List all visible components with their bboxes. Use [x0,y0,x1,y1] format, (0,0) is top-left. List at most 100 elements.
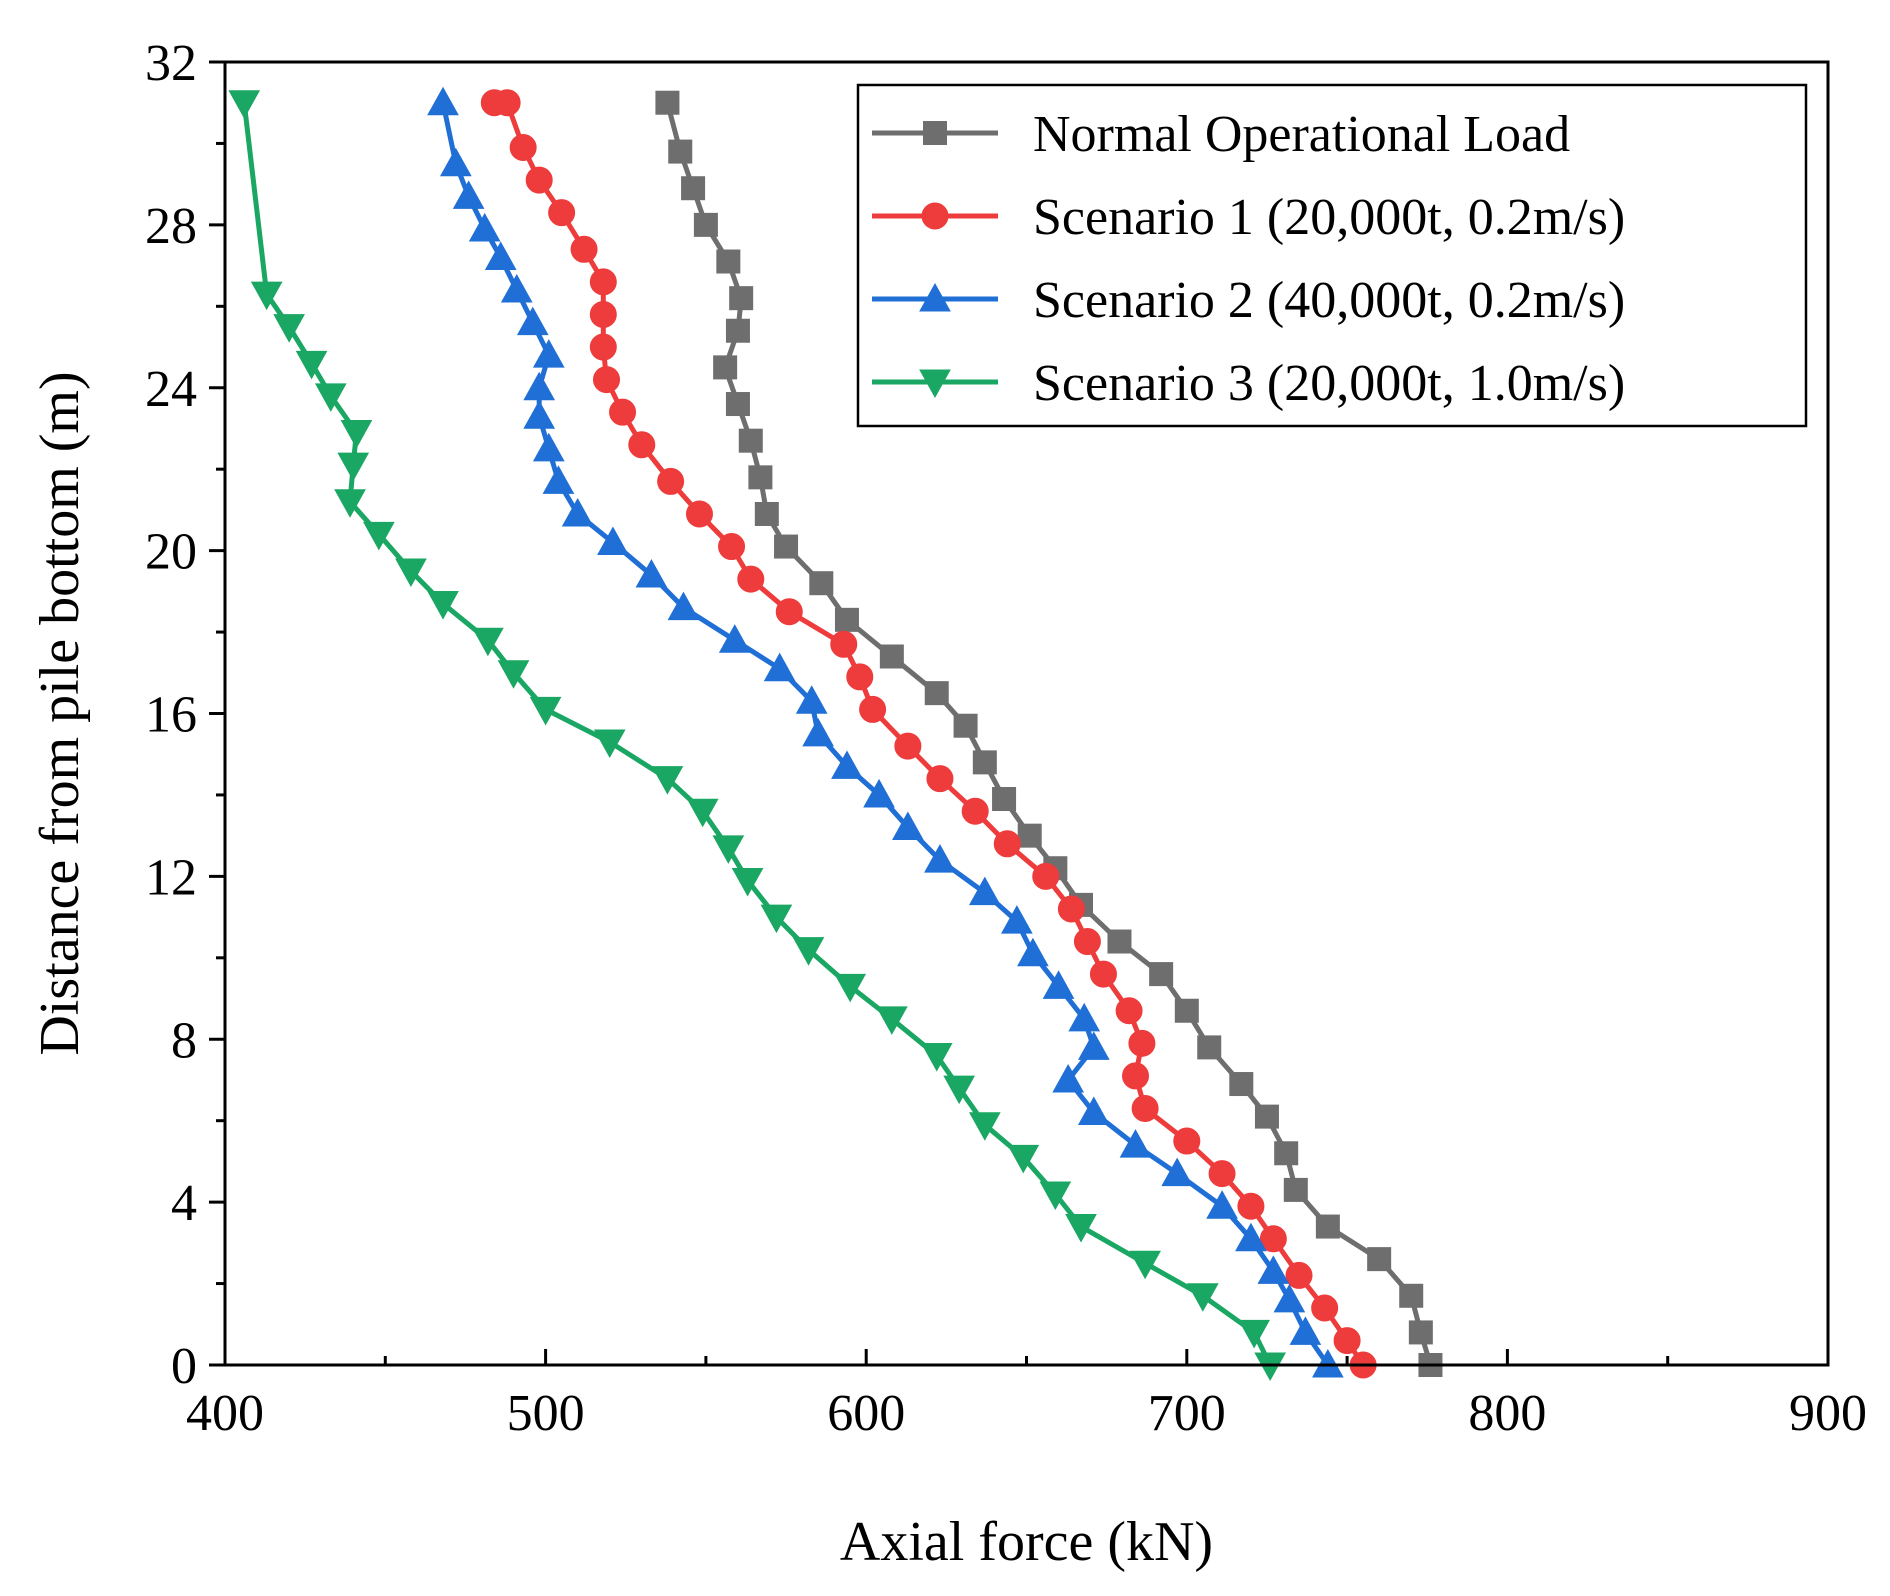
data-point [1007,1144,1040,1174]
data-point [809,571,834,596]
data-point [1273,1283,1306,1313]
legend-marker [923,121,947,145]
data-point [1206,1190,1238,1219]
data-point [1057,895,1085,923]
data-point [439,147,472,177]
data-point [972,750,997,775]
data-point [484,241,517,270]
data-point [961,797,989,825]
data-point [792,937,825,966]
data-point [497,660,530,689]
y-tick-label: 0 [171,1338,197,1395]
data-point [1115,997,1143,1025]
data-point [993,830,1021,858]
data-point [597,526,629,555]
data-point [1408,1320,1433,1345]
data-point [1122,1062,1150,1090]
data-point [334,489,366,518]
data-point [1032,862,1060,890]
series-line [440,102,1330,1367]
data-point [1367,1247,1392,1272]
x-tick-label: 400 [186,1385,264,1442]
data-point [1186,1283,1219,1312]
data-point [1208,1160,1236,1188]
data-point [1149,962,1174,987]
data-point [273,314,305,343]
data-point [340,420,373,449]
data-point [570,235,598,263]
legend-label: Scenario 2 (40,000t, 0.2m/s) [1033,272,1625,329]
legend-marker [921,202,949,230]
data-point [1017,937,1049,967]
legend-label: Scenario 3 (20,000t, 1.0m/s) [1033,355,1625,412]
data-point [875,1006,908,1035]
data-point [523,400,556,429]
data-point [1229,1072,1254,1097]
data-point [685,500,713,528]
data-point [452,180,485,209]
data-point [635,559,668,588]
data-point [593,366,621,394]
data-point [548,199,576,227]
legend-label: Normal Operational Load [1033,106,1570,163]
series-2 [480,89,1377,1379]
data-point [668,139,693,164]
data-point [509,134,537,162]
data-point [681,176,706,201]
data-point [1283,1177,1308,1202]
y-axis-title: Distance from pile bottom (m) [29,371,91,1055]
data-point [725,392,750,417]
data-point [1289,1316,1322,1345]
data-point [754,501,779,526]
data-point [943,1075,976,1105]
data-point [609,398,637,426]
data-point [718,533,746,561]
data-point [725,318,750,343]
data-point [1039,1181,1072,1211]
data-point [667,591,700,621]
x-tick-label: 700 [1148,1385,1226,1442]
data-point [1068,1002,1101,1032]
data-point [795,685,828,714]
data-point [1119,1129,1152,1158]
x-tick-label: 900 [1789,1385,1867,1442]
data-point [532,432,565,462]
data-point [628,431,656,459]
data-point [228,90,261,119]
data-point [693,212,718,237]
data-point [427,86,459,116]
data-point [729,286,754,311]
data-point [363,521,395,551]
data-point [1001,905,1033,934]
x-axis-title: Axial force (kN) [840,1511,1213,1573]
data-point [920,1043,953,1072]
legend: Normal Operational Load Scenario 1 (20,00… [856,83,1808,428]
data-point [716,249,741,274]
data-point [748,465,773,490]
data-point [775,598,803,626]
y-tick-label: 12 [145,849,197,906]
data-point [1017,823,1042,848]
data-point [894,732,922,760]
data-point [731,867,764,897]
data-point [1128,1029,1156,1057]
data-point [1311,1294,1339,1322]
data-point [863,778,895,808]
data-point [892,811,924,841]
axes-layer: 400 500 600 700 800 900 0 4 8 12 16 20 24 28 32 [145,35,1867,1442]
series-layer [228,86,1443,1382]
series-3 [427,86,1344,1378]
data-point [1315,1214,1340,1239]
data-point [1274,1141,1299,1166]
legend-entry: Normal Operational Load [872,106,1570,163]
data-point [1174,998,1199,1023]
data-point [760,904,793,934]
data-point [831,750,863,779]
data-point [532,339,565,368]
data-point [926,765,954,793]
data-point [737,565,765,593]
data-point [738,428,763,453]
data-point [295,350,328,380]
x-tick-label: 500 [507,1385,585,1442]
data-point [859,695,887,723]
